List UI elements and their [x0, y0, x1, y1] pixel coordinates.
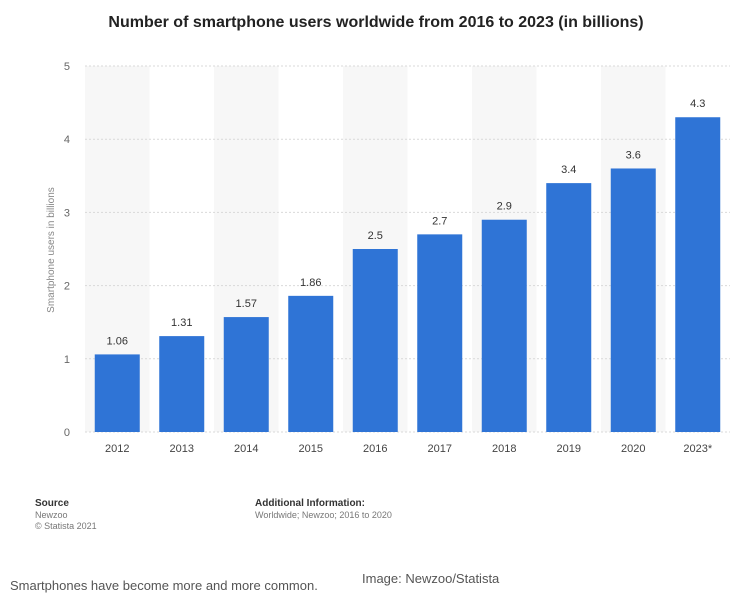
- y-axis-ticks: 0 1 2 3 4 5: [64, 61, 70, 439]
- bar-value-label: 3.6: [626, 149, 641, 161]
- bars: [94, 117, 721, 433]
- source-heading: Source: [35, 498, 69, 509]
- bar-value-label: 1.31: [171, 317, 192, 329]
- bar: [288, 295, 334, 432]
- y-tick-label: 3: [64, 207, 70, 219]
- bar-value-label: 1.06: [107, 335, 128, 347]
- image-caption: Smartphones have become more and more co…: [10, 578, 318, 593]
- x-tick-label: 2018: [492, 443, 516, 455]
- bar: [352, 249, 398, 432]
- source-line: Newzoo: [35, 510, 68, 520]
- x-tick-label: 2017: [428, 443, 452, 455]
- x-tick-label: 2023*: [683, 443, 712, 455]
- x-tick-label: 2020: [621, 443, 645, 455]
- bar: [546, 183, 592, 432]
- bar-value-label: 4.3: [690, 98, 705, 110]
- bar-chart: 0 1 2 3 4 5 1.06 1.31 1.57 1.86 2.5 2.7 2.9 3.4 3.6 4.…: [46, 61, 730, 455]
- y-tick-label: 4: [64, 134, 70, 146]
- x-tick-label: 2016: [363, 443, 387, 455]
- y-axis-label: Smartphone users in billions: [46, 187, 57, 313]
- bar-value-label: 1.57: [236, 298, 257, 310]
- y-tick-label: 0: [64, 427, 70, 439]
- bar-value-label: 2.5: [368, 230, 383, 242]
- bar: [417, 234, 463, 432]
- chart-title: Number of smartphone users worldwide fro…: [108, 14, 644, 31]
- image-credit: Image: Newzoo/Statista: [362, 571, 500, 586]
- x-tick-label: 2013: [170, 443, 194, 455]
- x-tick-label: 2015: [299, 443, 323, 455]
- additional-info-line: Worldwide; Newzoo; 2016 to 2020: [255, 510, 392, 520]
- data-labels: 1.06 1.31 1.57 1.86 2.5 2.7 2.9 3.4 3.6 4.3: [107, 98, 706, 347]
- bar: [481, 219, 527, 432]
- x-axis-ticks: 2012 2013 2014 2015 2016 2017 2018 2019 2020 2023…: [105, 443, 713, 455]
- bar: [159, 336, 205, 432]
- bar: [675, 117, 721, 433]
- bar-value-label: 1.86: [300, 277, 321, 289]
- bar: [94, 354, 140, 432]
- copyright-line: © Statista 2021: [35, 521, 97, 531]
- source-block: Source Newzoo © Statista 2021: [35, 497, 97, 532]
- bar: [610, 168, 656, 433]
- y-tick-label: 2: [64, 281, 70, 293]
- bar: [223, 317, 269, 432]
- x-tick-label: 2012: [105, 443, 129, 455]
- x-tick-label: 2014: [234, 443, 258, 455]
- additional-info-heading: Additional Information:: [255, 498, 365, 509]
- x-tick-label: 2019: [557, 443, 581, 455]
- bar-value-label: 2.7: [432, 215, 447, 227]
- y-tick-label: 5: [64, 61, 70, 73]
- y-tick-label: 1: [64, 354, 70, 366]
- additional-info-block: Additional Information: Worldwide; Newzo…: [255, 497, 392, 521]
- bar-value-label: 2.9: [497, 201, 512, 213]
- bar-value-label: 3.4: [561, 164, 576, 176]
